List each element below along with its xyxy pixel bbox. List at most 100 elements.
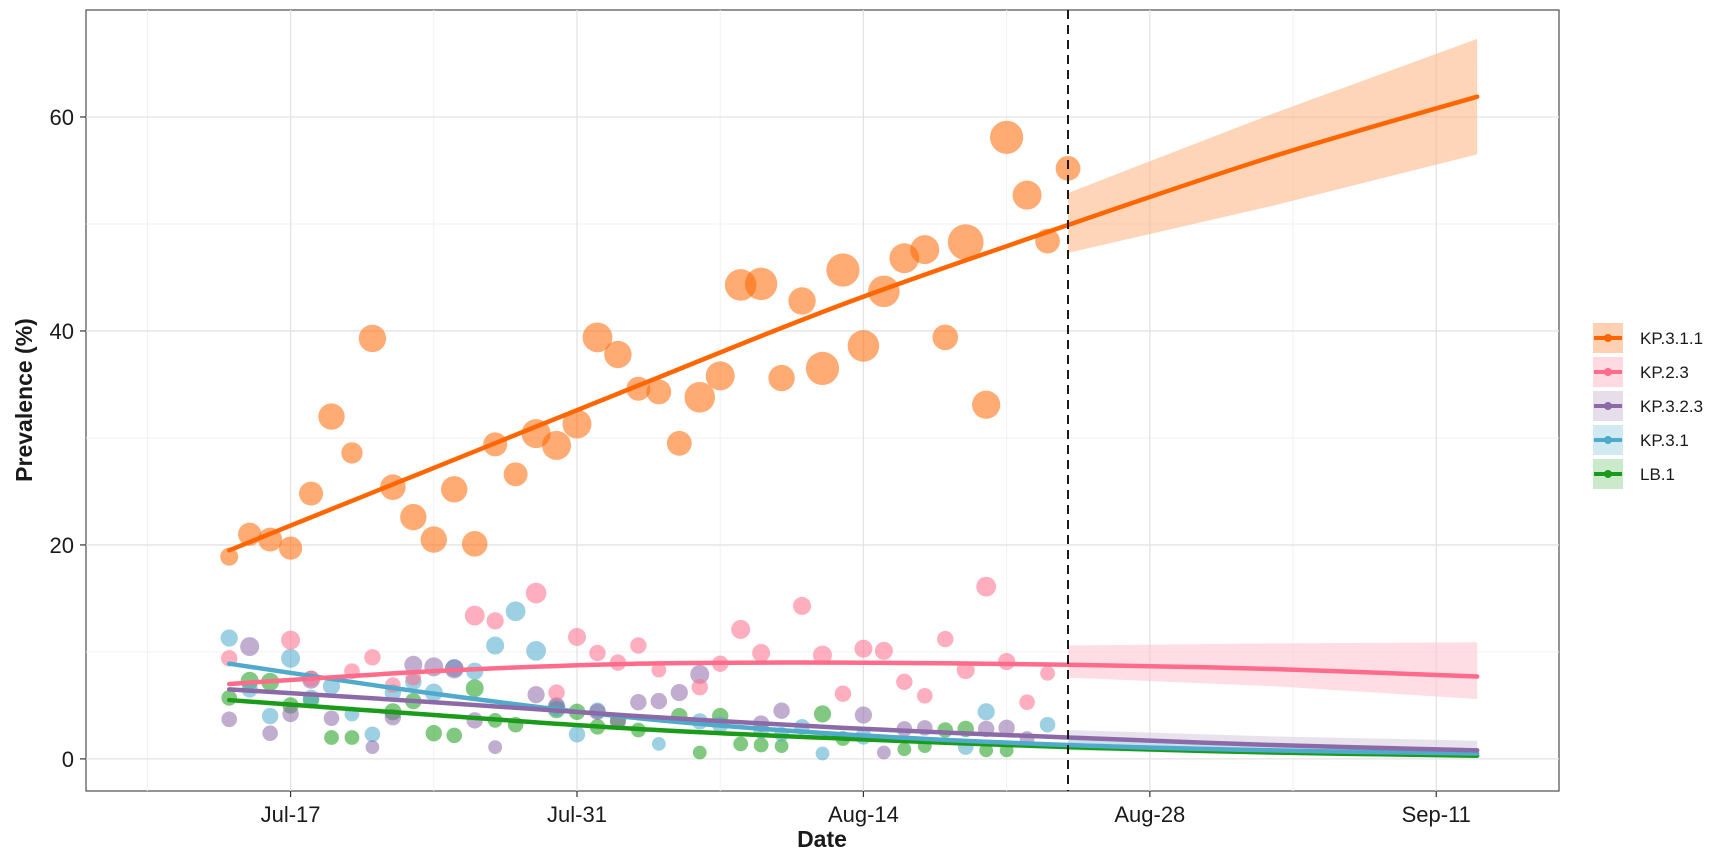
- data-point: [979, 743, 994, 758]
- forecast-band: [1068, 38, 1478, 253]
- data-point: [874, 641, 893, 660]
- data-point: [651, 737, 666, 751]
- x-axis-title: Date: [797, 826, 847, 849]
- data-point: [733, 736, 749, 752]
- data-point: [526, 640, 546, 661]
- data-point: [731, 619, 751, 639]
- y-tick-label: 20: [50, 533, 74, 558]
- axis-layer: Jul-17 Jul-31 Aug-14 Aug-28 Sep-11 0 20 40 60: [50, 105, 1471, 827]
- data-point: [562, 409, 592, 439]
- data-point: [976, 576, 997, 597]
- y-tick-label: 0: [62, 747, 74, 772]
- legend-point: [1604, 368, 1612, 376]
- data-point: [805, 351, 840, 386]
- x-tick-label: Jul-31: [547, 802, 607, 827]
- legend-label: KP.3.1: [1640, 431, 1689, 450]
- data-point: [896, 673, 913, 691]
- data-point: [1019, 694, 1035, 711]
- data-point: [815, 746, 830, 761]
- data-point: [486, 612, 504, 630]
- data-point: [446, 727, 463, 744]
- data-point: [364, 649, 381, 666]
- data-point: [854, 639, 873, 658]
- data-point: [774, 739, 789, 753]
- legend-point: [1604, 402, 1612, 410]
- data-point: [488, 740, 503, 755]
- data-point: [998, 652, 1016, 671]
- data-point: [630, 637, 647, 654]
- data-point: [299, 481, 324, 506]
- legend-point: [1604, 436, 1612, 444]
- x-tick-label: Jul-17: [261, 802, 321, 827]
- data-point: [753, 737, 769, 753]
- y-tick-label: 40: [50, 319, 74, 344]
- legend-label: KP.3.1.1: [1640, 329, 1703, 348]
- data-point: [220, 547, 239, 566]
- data-point: [505, 601, 526, 622]
- trend-line-layer: [226, 94, 1480, 758]
- data-point: [998, 719, 1015, 737]
- data-point: [773, 702, 790, 719]
- trend-line: [226, 94, 1480, 553]
- data-point: [525, 582, 547, 604]
- data-point: [420, 526, 447, 553]
- data-point: [650, 692, 668, 710]
- data-point: [425, 725, 442, 742]
- data-point: [323, 710, 340, 727]
- data-point: [503, 462, 528, 487]
- data-point: [261, 707, 279, 725]
- data-point: [400, 503, 427, 531]
- trend-line: [226, 661, 1480, 756]
- data-point: [752, 643, 771, 662]
- data-point: [793, 596, 812, 615]
- data-point: [937, 630, 954, 648]
- data-point: [826, 253, 860, 287]
- data-point: [441, 476, 468, 503]
- data-point: [318, 403, 345, 430]
- data-point: [221, 711, 238, 728]
- data-point: [670, 683, 688, 702]
- data-point: [282, 705, 299, 723]
- data-point: [344, 730, 360, 745]
- data-point: [464, 605, 485, 626]
- data-point: [834, 685, 852, 702]
- data-point: [691, 679, 708, 696]
- data-point: [324, 730, 339, 745]
- data-point: [262, 725, 278, 742]
- data-point: [947, 224, 984, 261]
- data-point: [404, 655, 423, 674]
- data-point: [1039, 716, 1056, 733]
- data-point: [692, 745, 707, 760]
- data-point: [364, 726, 381, 743]
- y-tick-label: 60: [50, 105, 74, 130]
- data-point: [240, 637, 260, 657]
- data-point: [461, 531, 488, 557]
- data-point: [278, 536, 303, 560]
- data-point: [604, 340, 632, 369]
- data-point: [548, 684, 565, 701]
- data-point: [684, 381, 716, 413]
- legend-label: LB.1: [1640, 465, 1675, 484]
- data-point: [486, 636, 505, 655]
- legend-label: KP.2.3: [1640, 363, 1689, 382]
- data-point: [990, 120, 1024, 154]
- data-point: [220, 629, 238, 647]
- data-point: [1012, 180, 1042, 210]
- x-tick-label: Sep-11: [1402, 802, 1471, 827]
- legend: KP.3.1.1 KP.2.3 KP.3.2.3 KP.3.1 LB.1: [1593, 323, 1703, 489]
- data-point: [646, 379, 672, 405]
- data-point: [690, 664, 710, 684]
- data-point: [666, 430, 692, 456]
- data-point: [341, 442, 363, 464]
- data-point: [281, 630, 301, 650]
- data-point: [977, 703, 995, 721]
- data-point: [788, 287, 816, 315]
- data-point: [358, 324, 387, 353]
- data-point: [582, 322, 613, 353]
- data-point: [847, 330, 880, 362]
- x-tick-label: Aug-14: [828, 802, 899, 827]
- data-point: [568, 726, 586, 743]
- legend-point: [1604, 334, 1612, 342]
- data-point: [365, 740, 380, 755]
